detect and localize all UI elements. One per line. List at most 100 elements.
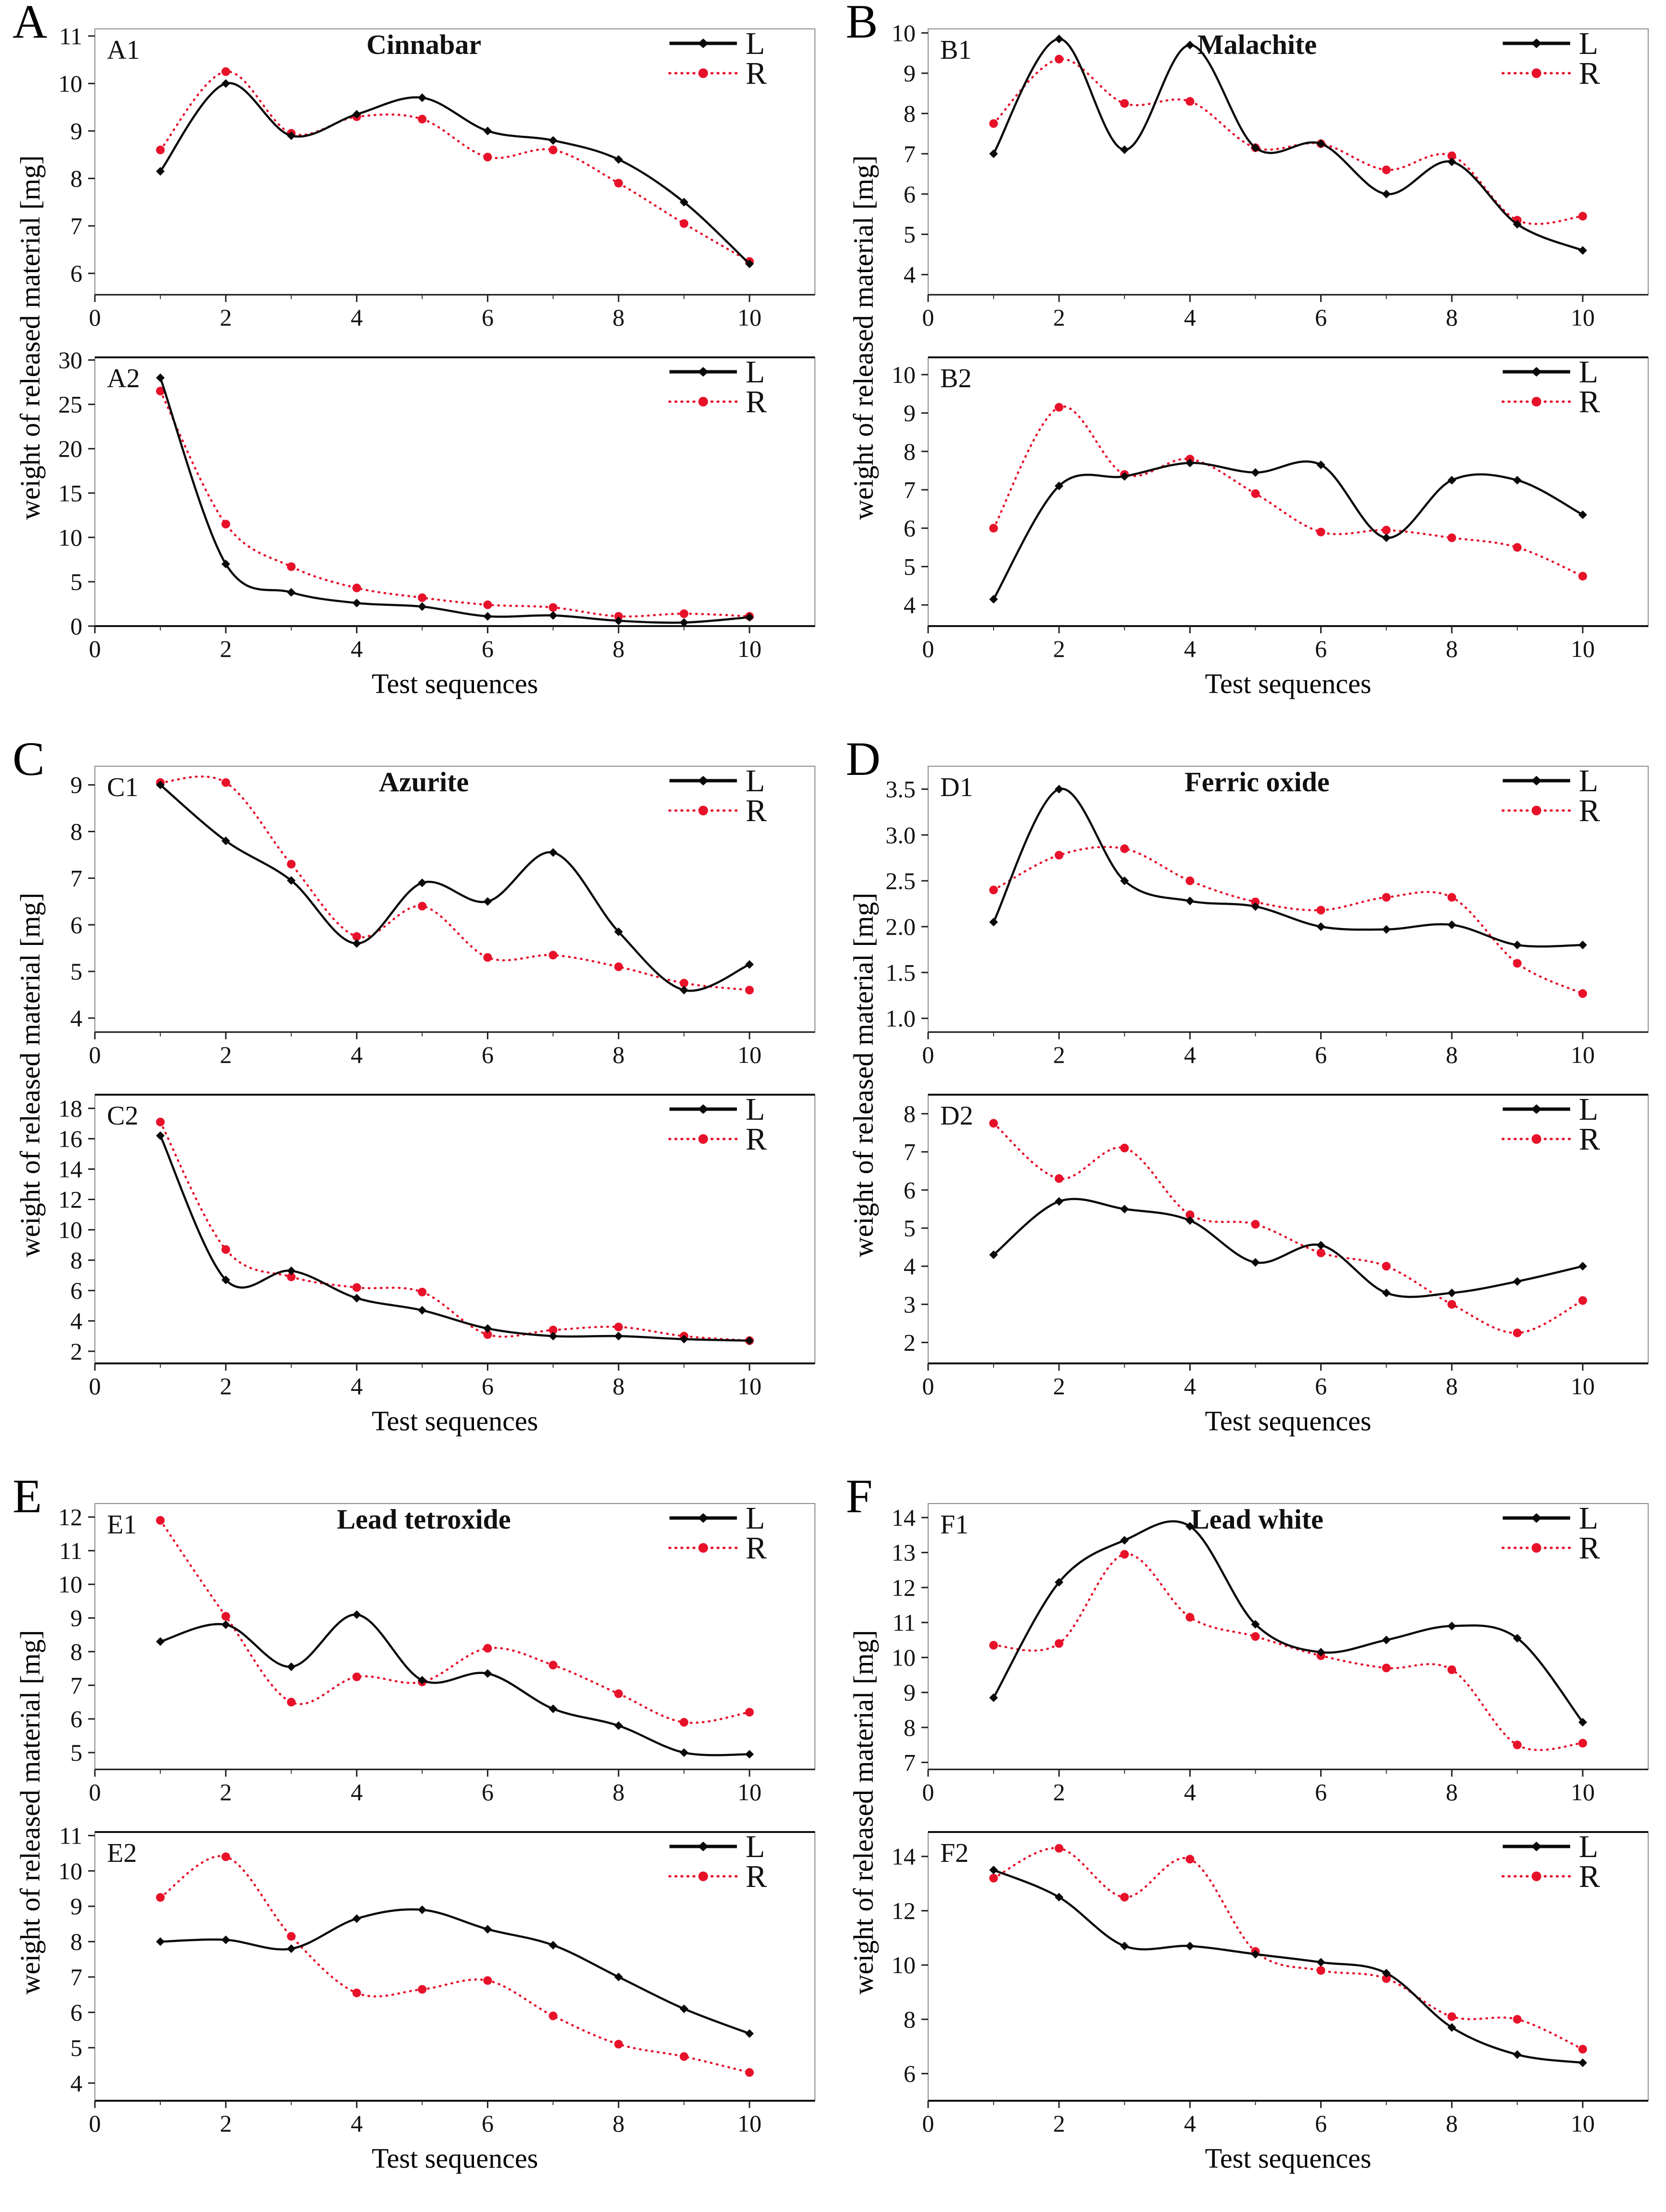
subpanel-label: E2 xyxy=(107,1838,137,1868)
legend-label-L: L xyxy=(746,1501,765,1536)
svg-text:3.5: 3.5 xyxy=(886,776,916,803)
svg-text:10: 10 xyxy=(1571,304,1595,331)
marker-R xyxy=(287,860,296,869)
marker-R xyxy=(745,2068,754,2077)
legend-label-R: R xyxy=(746,1859,767,1894)
svg-text:7: 7 xyxy=(904,476,916,503)
svg-text:8: 8 xyxy=(70,1247,82,1274)
marker-R xyxy=(1120,1143,1129,1152)
svg-text:2: 2 xyxy=(70,1338,82,1365)
plot-frame xyxy=(94,1503,815,1770)
marker-L xyxy=(1316,460,1325,470)
plot-frame xyxy=(94,28,815,295)
marker-R xyxy=(1120,99,1129,108)
svg-text:10: 10 xyxy=(1571,2110,1595,2137)
marker-L xyxy=(989,1865,998,1874)
svg-text:8: 8 xyxy=(1446,1041,1458,1068)
marker-L xyxy=(1316,1958,1325,1967)
series-R-line xyxy=(159,1121,751,1342)
marker-R xyxy=(549,2011,558,2020)
svg-text:4: 4 xyxy=(70,1005,82,1032)
marker-R xyxy=(1578,1739,1587,1748)
svg-text:4: 4 xyxy=(351,635,363,662)
legend-label-R: R xyxy=(746,1122,767,1157)
legend-label-R: R xyxy=(1579,1122,1600,1157)
svg-text:10: 10 xyxy=(58,70,82,97)
svg-text:11: 11 xyxy=(59,23,82,50)
marker-L xyxy=(1054,34,1063,43)
svg-text:2: 2 xyxy=(220,635,232,662)
svg-text:10: 10 xyxy=(58,1571,82,1598)
svg-text:1.5: 1.5 xyxy=(886,959,916,986)
series-L-line xyxy=(992,1520,1584,1723)
series-R-line xyxy=(159,390,751,618)
marker-L xyxy=(745,1336,754,1345)
svg-text:2: 2 xyxy=(1053,1779,1065,1806)
marker-R xyxy=(1054,1639,1063,1648)
legend-label-L: L xyxy=(1579,1092,1598,1127)
svg-text:8: 8 xyxy=(1446,2110,1458,2137)
subpanel-label: C1 xyxy=(107,772,138,802)
marker-R xyxy=(1054,1174,1063,1183)
marker-L xyxy=(156,1637,165,1646)
marker-L xyxy=(418,1905,427,1914)
chart-D2: 2 3 4 5 6 7 8 0 2 4 6 8 10 D2 L R xyxy=(833,1074,1666,1412)
svg-text:9: 9 xyxy=(70,1605,82,1632)
marker-L xyxy=(989,1693,998,1702)
svg-text:0: 0 xyxy=(922,1779,934,1806)
svg-text:7: 7 xyxy=(904,1139,916,1165)
series-R-line xyxy=(992,846,1584,995)
marker-L xyxy=(1578,1262,1587,1271)
series-L-line xyxy=(159,82,750,265)
svg-text:5: 5 xyxy=(70,568,82,595)
plot-frame xyxy=(94,1832,815,2101)
series-L-line xyxy=(992,787,1583,948)
svg-text:10: 10 xyxy=(1571,1041,1595,1068)
svg-text:14: 14 xyxy=(58,1155,82,1182)
marker-L xyxy=(1382,533,1391,542)
marker-R xyxy=(352,932,361,941)
svg-text:9: 9 xyxy=(904,60,916,87)
svg-text:2: 2 xyxy=(220,304,232,331)
svg-text:2: 2 xyxy=(1053,2110,1065,2137)
legend-label-R: R xyxy=(746,793,767,828)
marker-L xyxy=(614,616,623,625)
svg-text:8: 8 xyxy=(1446,1373,1458,1400)
marker-L xyxy=(1447,157,1456,166)
svg-text:5: 5 xyxy=(904,1215,916,1242)
svg-text:8: 8 xyxy=(613,1373,625,1400)
series-L-line xyxy=(992,460,1584,600)
marker-R xyxy=(1382,1974,1391,1983)
chart-svg-D1: 1.0 1.5 2.0 2.5 3.0 3.5 0 2 4 6 8 10 D1 Ferric oxide L… xyxy=(886,763,1649,1068)
x-axis-label: Test sequences xyxy=(1205,668,1372,699)
marker-R xyxy=(1513,543,1522,552)
marker-L xyxy=(1382,1636,1391,1645)
subpanel-label: C2 xyxy=(107,1101,138,1131)
svg-text:8: 8 xyxy=(1446,635,1458,662)
marker-L xyxy=(1120,1536,1129,1545)
panel-letter-C: C xyxy=(13,732,45,785)
marker-L xyxy=(287,1662,296,1671)
svg-text:8: 8 xyxy=(613,635,625,662)
svg-text:4: 4 xyxy=(904,591,916,618)
marker-R xyxy=(1578,572,1587,581)
series-R-line xyxy=(992,58,1584,225)
marker-L xyxy=(1120,876,1129,885)
marker-R xyxy=(287,1932,296,1941)
subpanel-label: F2 xyxy=(940,1838,969,1868)
marker-R xyxy=(549,1325,558,1335)
svg-text:2.0: 2.0 xyxy=(886,913,916,940)
marker-L xyxy=(680,985,689,995)
marker-R xyxy=(989,1119,998,1128)
chart-svg-C1: 4 5 6 7 8 9 0 2 4 6 8 10 C1 Azurite LR xyxy=(70,763,815,1068)
legend-label-R: R xyxy=(1579,384,1600,419)
series-L-line xyxy=(159,784,750,992)
svg-text:0: 0 xyxy=(922,635,934,662)
svg-text:6: 6 xyxy=(482,2110,494,2137)
marker-R xyxy=(352,1989,361,1998)
marker-L xyxy=(614,927,623,936)
marker-R xyxy=(1185,1210,1194,1219)
marker-L xyxy=(418,878,427,888)
